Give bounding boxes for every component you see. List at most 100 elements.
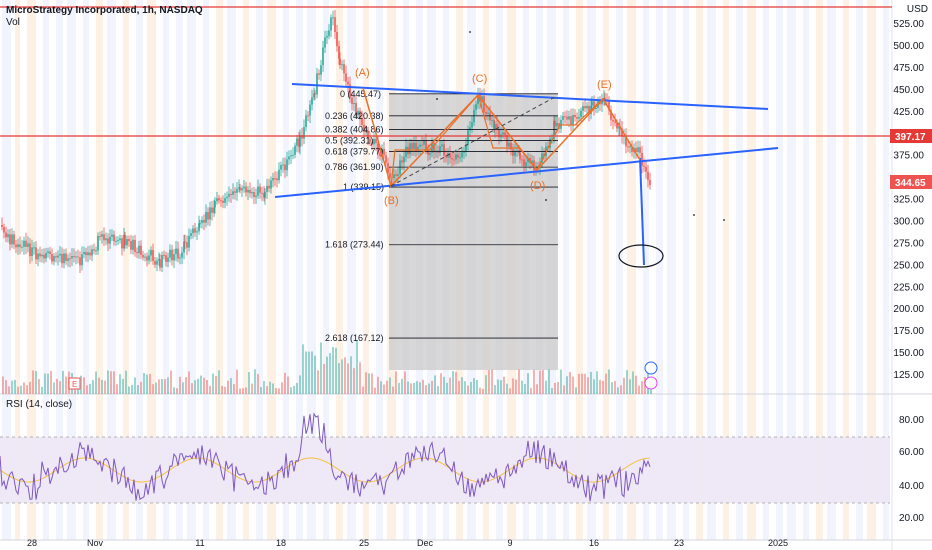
session-band	[136, 0, 143, 540]
candle-body	[375, 138, 377, 144]
candle-body	[81, 254, 83, 266]
candle-body	[186, 242, 188, 248]
volume-bar	[14, 379, 16, 394]
fib-label-0.786: 0.786 (361.90)	[325, 162, 384, 172]
candle-body	[365, 130, 367, 132]
volume-bar	[17, 386, 19, 394]
volume-bar	[269, 381, 271, 394]
volume-bar	[164, 379, 166, 394]
candle-body	[516, 150, 518, 152]
candle-body	[253, 192, 255, 198]
candle-body	[37, 253, 39, 260]
candle-body	[419, 144, 421, 147]
price-tick: 475.00	[893, 63, 924, 74]
time-tick: 9	[507, 538, 512, 548]
candle-body	[35, 247, 37, 260]
volume-bar	[158, 379, 160, 394]
candle-body	[320, 65, 322, 75]
volume-bar	[200, 375, 202, 394]
candle-body	[296, 138, 298, 146]
candle-body	[543, 153, 545, 157]
candle-body	[457, 154, 459, 158]
volume-bar	[362, 386, 364, 394]
candle-body	[263, 192, 265, 198]
candle-body	[301, 135, 303, 139]
candle-body	[47, 251, 49, 254]
volume-bar	[89, 383, 91, 394]
candle-body	[55, 256, 57, 258]
candle-body	[371, 142, 373, 145]
candle-body	[181, 252, 183, 258]
candle-body	[73, 256, 75, 258]
session-band	[107, 0, 116, 540]
volume-bar	[128, 386, 130, 394]
volume-bar	[437, 386, 439, 394]
breakdown-line	[639, 157, 645, 266]
candle-body	[645, 166, 647, 172]
symbol-title[interactable]: MicroStrategy Incorporated, 1h, NASDAQ	[6, 5, 203, 16]
volume-bar	[419, 382, 421, 394]
candle-body	[578, 116, 580, 119]
candle-body	[477, 92, 479, 105]
session-band	[336, 0, 343, 540]
volume-bar	[530, 387, 532, 394]
volume-bar	[470, 381, 472, 394]
candle-body	[53, 256, 55, 262]
volume-bar	[359, 362, 361, 394]
currency-label[interactable]: USD	[906, 4, 928, 15]
candle-body	[71, 256, 73, 259]
marker-dot	[436, 98, 438, 100]
volume-bar	[617, 387, 619, 394]
candle-body	[142, 254, 144, 258]
volume-bar	[347, 363, 349, 394]
session-band	[27, 0, 36, 540]
candle-body	[255, 195, 257, 198]
volume-bar	[392, 386, 394, 394]
volume-bar	[266, 385, 268, 394]
volume-bar	[47, 373, 49, 394]
volume-bar	[461, 377, 463, 394]
candle-body	[595, 108, 597, 110]
volume-bar	[584, 373, 586, 394]
candle-body	[643, 165, 645, 167]
candle-body	[175, 248, 177, 255]
candle-body	[639, 147, 641, 153]
candle-body	[79, 257, 81, 266]
volume-bar	[551, 387, 553, 394]
candle-body	[584, 106, 586, 109]
time-tick: 28	[27, 538, 37, 548]
candle-body	[230, 194, 232, 196]
candle-body	[359, 110, 361, 119]
candle-body	[15, 244, 17, 248]
candle-body	[455, 154, 457, 160]
marker-dot	[723, 219, 725, 221]
candle-body	[425, 140, 427, 150]
candle-body	[349, 84, 351, 98]
volume-bar	[575, 387, 577, 394]
candle-body	[582, 106, 584, 111]
rsi-label[interactable]: RSI (14, close)	[6, 399, 73, 410]
candle-body	[453, 159, 455, 161]
candle-body	[525, 162, 527, 166]
volume-bar	[59, 381, 61, 394]
candle-body	[290, 155, 292, 157]
session-band	[587, 0, 596, 540]
volume-bar	[524, 383, 526, 394]
candle-body	[232, 191, 234, 195]
candle-body	[226, 196, 228, 199]
candle-body	[379, 152, 381, 157]
candle-body	[564, 116, 566, 118]
candle-body	[631, 146, 633, 152]
session-band	[323, 0, 329, 540]
volume-bar	[578, 373, 580, 394]
candle-body	[562, 116, 564, 120]
volume-bar	[56, 378, 58, 394]
volume-bar	[632, 371, 634, 394]
candle-body	[1, 225, 3, 227]
volume-bar	[251, 383, 253, 394]
resistance-price-text: 397.17	[895, 132, 926, 143]
price-tick: 175.00	[893, 326, 924, 337]
volume-bar	[344, 357, 346, 394]
candle-body	[451, 157, 453, 160]
